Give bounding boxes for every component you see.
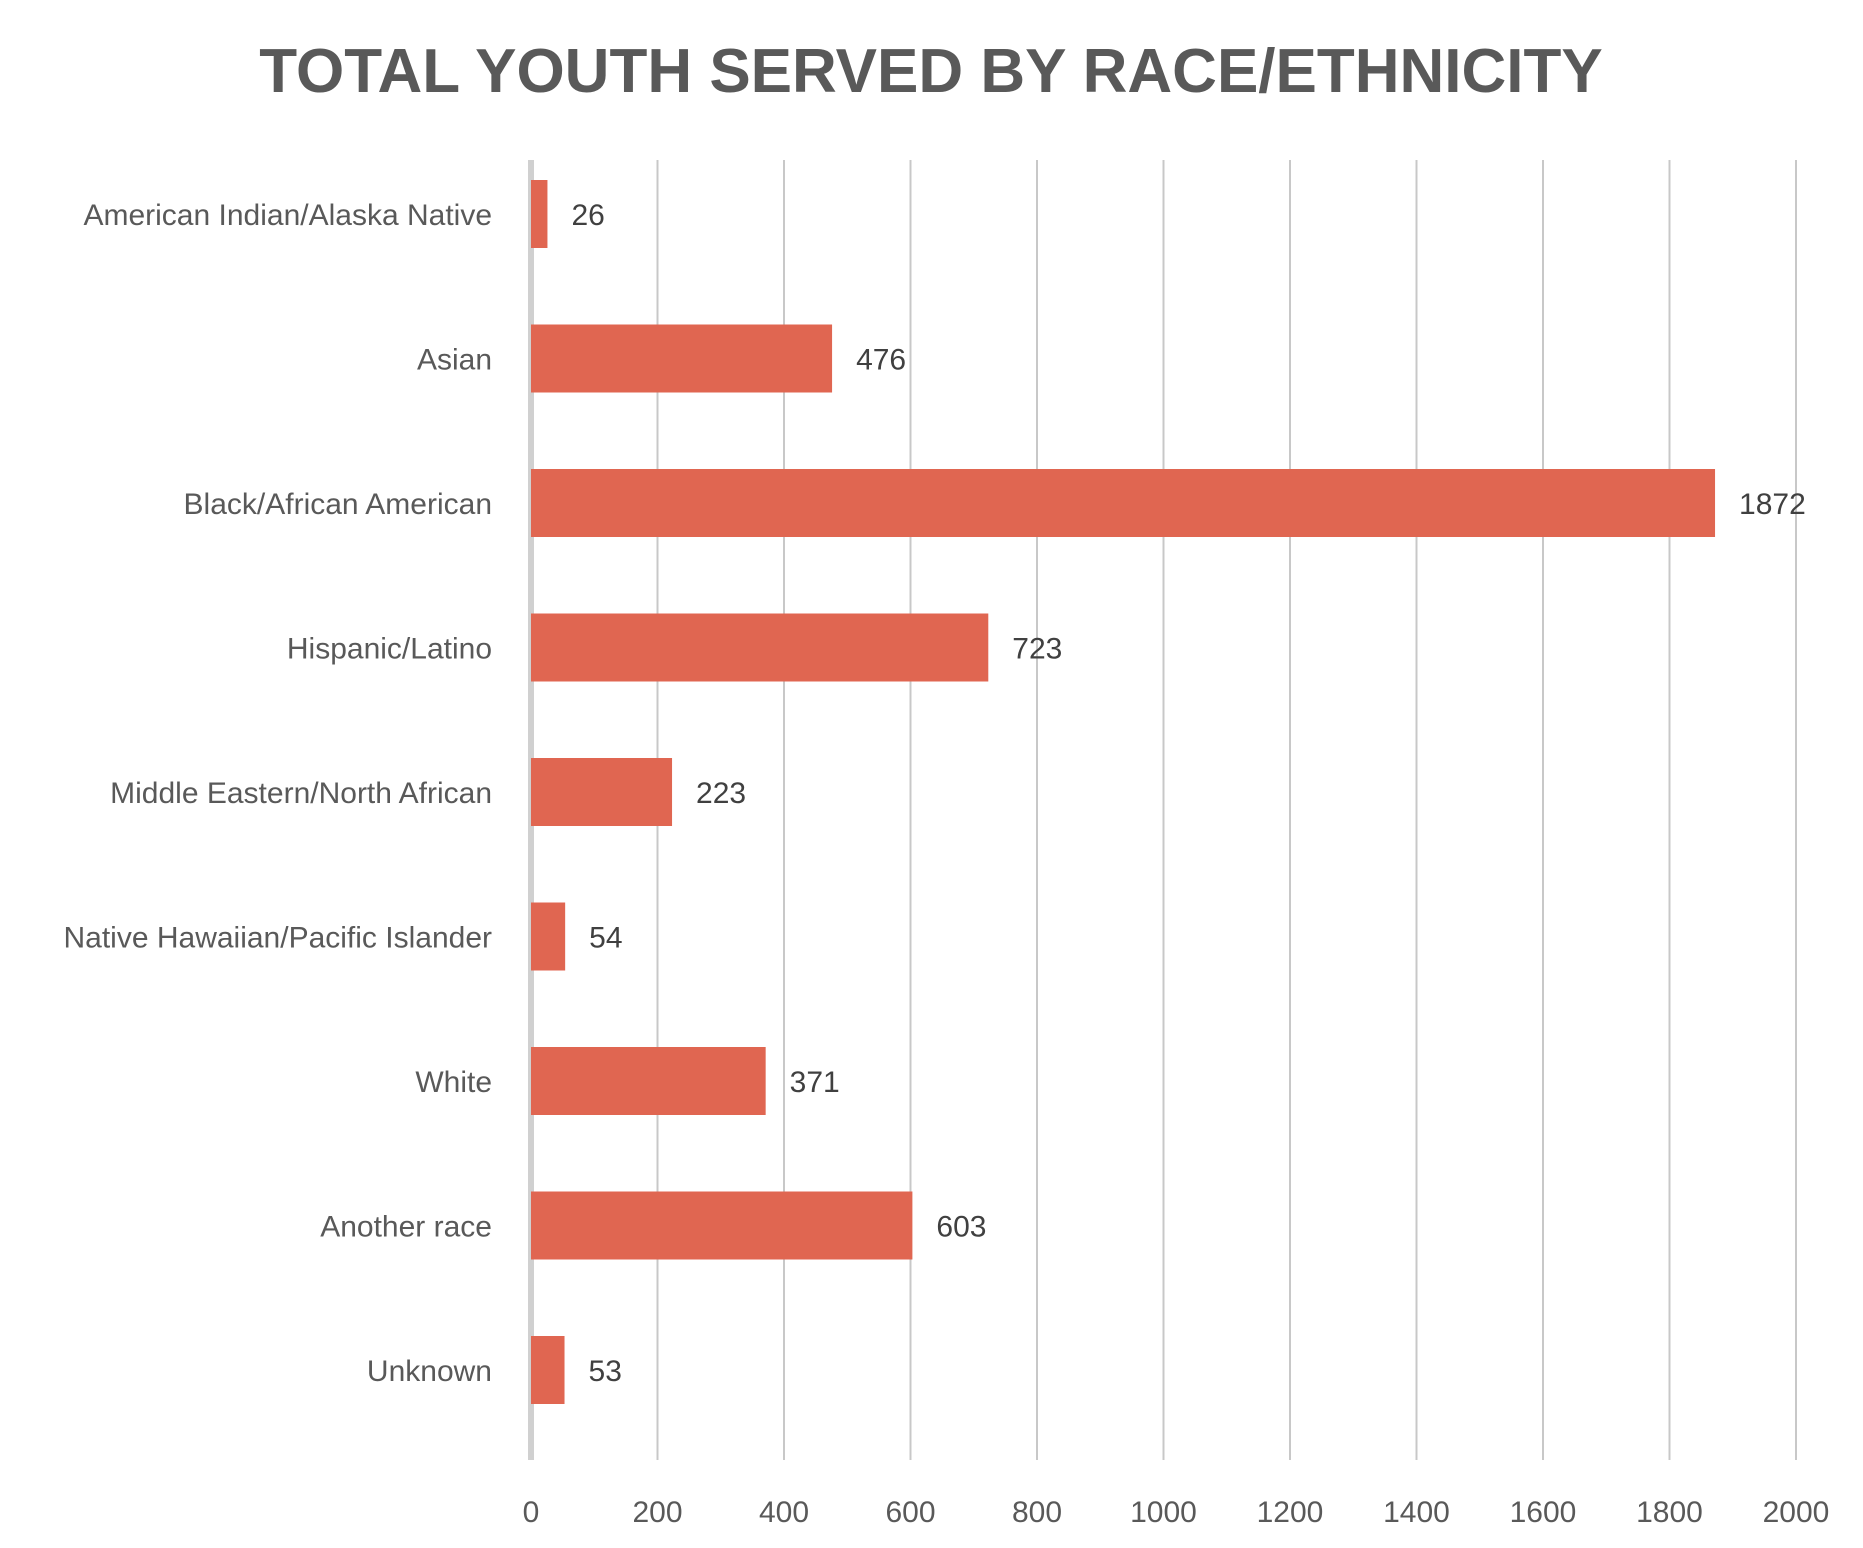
category-label: Another race (320, 1211, 492, 1244)
x-tick-label: 2000 (1763, 1496, 1830, 1529)
data-labels: 26 476 1872 723 223 54 371 603 53 (571, 199, 1805, 1388)
x-axis-tick-labels: 0 200 400 600 800 1000 1200 1400 1600 1800 2000 (523, 1496, 1830, 1529)
category-label: Native Hawaiian/Pacific Islander (63, 922, 492, 955)
bar (531, 180, 548, 248)
x-tick-label: 1800 (1636, 1496, 1703, 1529)
category-label: Hispanic/Latino (287, 633, 492, 666)
chart-title: TOTAL YOUTH SERVED BY RACE/ETHNICITY (259, 37, 1603, 106)
bar (531, 324, 833, 393)
x-tick-label: 400 (759, 1496, 809, 1529)
data-label: 53 (589, 1355, 622, 1388)
bar (531, 1047, 766, 1115)
x-tick-label: 0 (523, 1496, 540, 1529)
category-label: Asian (417, 344, 492, 377)
x-tick-label: 600 (885, 1496, 935, 1529)
data-label: 476 (856, 344, 906, 377)
x-tick-label: 1000 (1130, 1496, 1197, 1529)
data-label: 723 (1012, 633, 1062, 666)
category-label: Black/African American (184, 488, 492, 521)
bar (531, 613, 989, 682)
bar (531, 758, 673, 826)
category-label: Middle Eastern/North African (110, 777, 492, 810)
bar (531, 1191, 913, 1260)
data-label: 603 (936, 1211, 986, 1244)
bar (531, 1336, 565, 1404)
x-tick-label: 1600 (1510, 1496, 1577, 1529)
bars (531, 180, 1716, 1404)
data-label: 223 (696, 777, 746, 810)
data-label: 26 (571, 199, 604, 232)
bar (531, 469, 1716, 537)
data-label: 1872 (1739, 488, 1806, 521)
category-label: American Indian/Alaska Native (83, 199, 492, 232)
x-tick-label: 1400 (1383, 1496, 1450, 1529)
category-label: White (415, 1066, 492, 1099)
x-tick-label: 200 (632, 1496, 682, 1529)
category-label: Unknown (367, 1355, 492, 1388)
data-label: 54 (589, 922, 622, 955)
x-tick-label: 1200 (1257, 1496, 1324, 1529)
x-tick-label: 800 (1012, 1496, 1062, 1529)
category-labels: American Indian/Alaska Native Asian Black/… (63, 199, 492, 1388)
bar (531, 902, 566, 971)
data-label: 371 (790, 1066, 840, 1099)
